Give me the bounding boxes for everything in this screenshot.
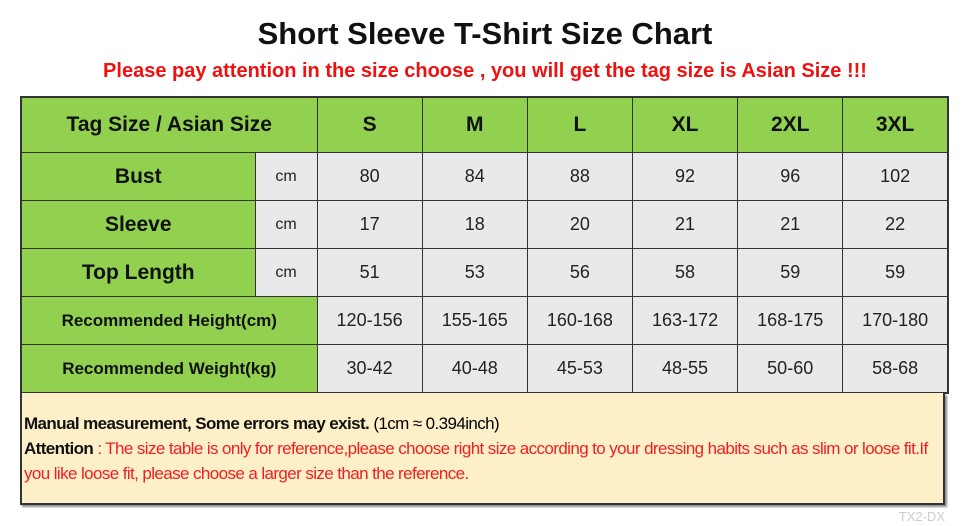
measurement-note: Manual measurement, Some errors may exis… [20,393,945,505]
size-header: M [421,96,528,153]
value-cell: 155-165 [421,296,528,345]
size-header: XL [631,96,739,153]
table-row: Bust cm 80 84 88 92 96 102 [20,152,949,201]
value-cell: 45-53 [526,344,633,394]
value-cell: 17 [316,200,423,249]
value-cell: 84 [421,152,528,201]
unit-cell: cm [254,152,318,201]
header-row: Tag Size / Asian Size S M L XL 2XL 3XL [20,96,949,153]
value-cell: 30-42 [316,344,423,394]
value-cell: 80 [316,152,423,201]
value-cell: 56 [526,248,633,297]
table-row: Top Length cm 51 53 56 58 59 59 [20,248,949,297]
size-header: 3XL [842,96,949,153]
note-conversion: (1cm ≈ 0.394inch) [373,414,500,433]
value-cell: 92 [631,152,739,201]
value-cell: 58-68 [842,344,949,394]
size-table: Tag Size / Asian Size S M L XL 2XL 3XL Bust cm 80… [20,96,949,394]
value-cell: 48-55 [631,344,739,394]
value-cell: 168-175 [737,296,844,345]
size-header: L [526,96,633,153]
value-cell: 160-168 [526,296,633,345]
value-cell: 22 [842,200,949,249]
watermark: TX2-DX [898,509,945,524]
value-cell: 21 [631,200,739,249]
value-cell: 53 [421,248,528,297]
value-cell: 50-60 [737,344,844,394]
value-cell: 88 [526,152,633,201]
value-cell: 170-180 [842,296,949,345]
value-cell: 21 [737,200,844,249]
value-cell: 51 [316,248,423,297]
note-disclaimer: Manual measurement, Some errors may exis… [24,414,370,433]
size-header: S [316,96,423,153]
chart-title: Short Sleeve T-Shirt Size Chart [257,16,713,51]
table-row: Recommended Height(cm) 120-156 155-165 160-… [20,296,949,345]
table-row: Recommended Weight(kg) 30-42 40-48 45-53 48-… [20,344,949,394]
value-cell: 20 [526,200,633,249]
value-cell: 163-172 [631,296,739,345]
unit-cell: cm [254,200,318,249]
attention-label: Attention [24,439,94,458]
size-header: 2XL [737,96,844,153]
attention-text: : The size table is only for reference,p… [24,439,928,483]
value-cell: 120-156 [316,296,423,345]
table-row: Sleeve cm 17 18 20 21 21 22 [20,200,949,249]
value-cell: 59 [842,248,949,297]
asian-size-warning: Please pay attention in the size choose … [103,60,867,82]
header-label: Tag Size / Asian Size [20,96,318,153]
row-label: Top Length [20,248,256,297]
row-label: Sleeve [20,200,256,249]
row-label: Recommended Height(cm) [20,296,318,345]
value-cell: 59 [737,248,844,297]
value-cell: 96 [737,152,844,201]
value-cell: 58 [631,248,739,297]
value-cell: 102 [842,152,949,201]
value-cell: 18 [421,200,528,249]
value-cell: 40-48 [421,344,528,394]
row-label: Bust [20,152,256,201]
unit-cell: cm [254,248,318,297]
row-label: Recommended Weight(kg) [20,344,318,394]
